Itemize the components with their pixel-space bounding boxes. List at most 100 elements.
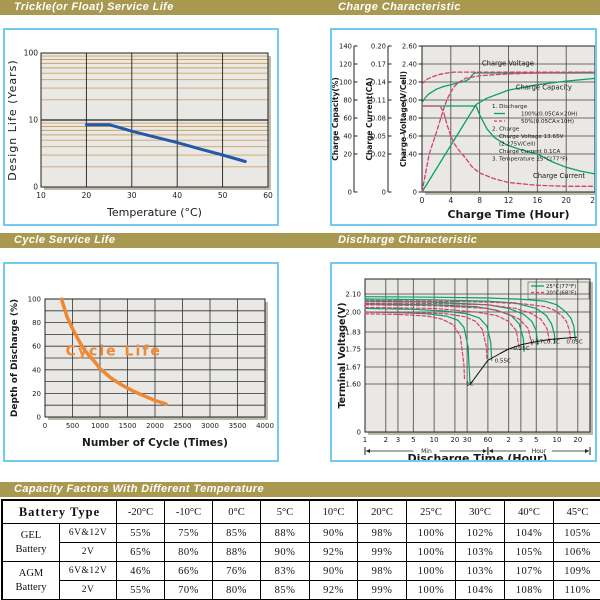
capacity-tick-label: 100	[339, 79, 352, 87]
capacity-factor-cell: 80%	[164, 542, 214, 562]
arrowhead	[366, 449, 370, 453]
capacity-factor-cell: 109%	[553, 561, 600, 581]
x-tick-label: 2500	[174, 422, 192, 430]
note-line: 3. Temperature 25°C(77°F)	[492, 157, 568, 163]
x-tick-label: 1000	[91, 422, 109, 430]
charge-capacity-100pct	[421, 77, 595, 193]
capacity-factor-cell: 85%	[212, 523, 262, 543]
y-tick-label: 80	[32, 319, 41, 327]
discharge-characteristic-panel: 0 1.60 1.67 1.75 1.83 2.00 2.10 1 2 3 5 10 20 30 60 2 3 5…	[330, 262, 597, 462]
y-tick-label: 2.10	[345, 291, 361, 299]
capacity-factor-cell: 108%	[504, 580, 555, 600]
current-tick-label: 0.14	[371, 79, 386, 87]
20C-0.55C	[364, 311, 488, 361]
capacity-tick-label: 120	[339, 61, 352, 69]
header-bar-row1: Trickle(or Float) Service Life Charge Ch…	[0, 0, 600, 15]
voltage-axis-title: Charge Voltage(V/Cell)	[399, 71, 408, 167]
cycle-life-label: Cycle Life	[66, 344, 162, 360]
y-tick-label: 1.75	[345, 346, 361, 354]
charge-current-100pct	[421, 105, 595, 175]
plot-border	[421, 45, 595, 193]
voltage-tick-label: 1.40	[402, 151, 417, 159]
x-tick-label: 1500	[119, 422, 137, 430]
arrowhead	[488, 449, 493, 453]
capacity-factor-cell: 55%	[116, 580, 166, 600]
battery-group-cell: GEL Battery	[2, 523, 60, 562]
current-tick-label: 0	[382, 189, 386, 197]
temperature-header: 20°C	[357, 500, 408, 524]
25C-0.05C	[364, 296, 577, 342]
y-tick-label: 1.83	[345, 329, 361, 337]
voltage-tick-label: 2.60	[402, 43, 417, 51]
legend-label: 25°C(77°F)	[546, 284, 576, 290]
x-tick-label-min: 60	[483, 436, 492, 444]
capacity-factor-cell: 99%	[357, 542, 408, 562]
capacity-factor-cell: 107%	[504, 561, 555, 581]
curve-label: Charge Current	[533, 172, 585, 180]
x-tick-label: 3000	[201, 422, 219, 430]
header-bar-table: Capacity Factors With Different Temperat…	[0, 482, 600, 497]
arrowhead	[482, 449, 487, 453]
x-tick-label: 20	[561, 196, 571, 205]
temperature-header: 30°C	[455, 500, 506, 524]
capacity-factor-cell: 98%	[357, 561, 408, 581]
current-tick-label: 0.20	[371, 43, 386, 51]
capacity-factor-cell: 104%	[455, 580, 506, 600]
plot-border	[364, 278, 591, 433]
charge-characteristic-chart: 02040608010012014000.020.050.080.110.140…	[332, 43, 595, 221]
x-axis-title: Temperature (°C)	[106, 206, 202, 219]
charge-voltage-100pct	[421, 72, 595, 104]
title-discharge-characteristic: Discharge Characteristic	[338, 234, 478, 246]
capacity-factor-cell: 103%	[455, 542, 506, 562]
axis-span-label: Hour	[532, 448, 547, 455]
note-line: 1. Discharge	[492, 104, 528, 110]
x-tick-label: 10	[36, 191, 46, 200]
capacity-factor-cell: 98%	[357, 523, 408, 543]
25C-0.1C	[364, 298, 556, 344]
capacity-factor-cell: 90%	[309, 561, 359, 581]
capacity-factor-cell: 75%	[164, 523, 214, 543]
capacity-tick-label: 40	[343, 133, 352, 141]
capacity-factor-cell: 105%	[553, 523, 600, 543]
cutoff-voltage	[469, 336, 578, 386]
cycle-service-life-panel: 0 500 1000 1500 2000 2500 3000 3500 4000 0 20 40 60 8…	[3, 262, 279, 462]
curve-label: Charge Voltage	[482, 59, 534, 67]
rate-label: 0.25C	[513, 346, 529, 352]
capacity-factor-cell: 100%	[406, 542, 457, 562]
x-tick-label-min: 30	[463, 436, 472, 444]
20C-0.17C	[364, 304, 533, 346]
y-tick-label: 0	[37, 414, 41, 422]
current-tick-label: 0.05	[371, 133, 386, 141]
curve-label: Charge Capacity	[516, 84, 572, 92]
voltage-tick-label: 2.40	[402, 61, 417, 69]
rate-label: 0.17C	[531, 340, 547, 346]
voltage-tick-label: 2.00	[402, 97, 417, 105]
capacity-factor-cell: 92%	[309, 542, 359, 562]
capacity-factor-cell: 46%	[116, 561, 166, 581]
legend-label: 20°C(68°F)	[546, 291, 576, 297]
x-tick-label-hour: 5	[534, 436, 538, 444]
temperature-header: 25°C	[406, 500, 457, 524]
20C-0.25C	[364, 306, 520, 350]
trickle-service-life-panel: 10 20 30 40 50 60 0 10 100 Temperature (°C) Design…	[3, 28, 279, 226]
capacity-factor-cell: 100%	[406, 580, 457, 600]
voltage-tick-label: 2.20	[402, 79, 417, 87]
x-tick-label: 0	[420, 196, 425, 205]
capacity-tick-label: 80	[343, 97, 352, 105]
current-tick-label: 0.17	[371, 61, 386, 69]
temperature-header: 5°C	[260, 500, 311, 524]
discharge-characteristic-chart: 01.601.671.751.832.002.101 2 3 5 10 20 30 60 2 3 5…	[337, 278, 593, 460]
temperature-header: 10°C	[309, 500, 359, 524]
capacity-factor-cell: 103%	[455, 561, 506, 581]
y-axis-title: Depth of Discharge (%)	[10, 299, 20, 417]
voltage-tick-label: 1.80	[402, 115, 417, 123]
capacity-factor-cell: 102%	[455, 523, 506, 543]
capacity-factor-cell: 90%	[260, 542, 311, 562]
capacity-factors-table: Battery Type -20°C -10°C 0°C 5°C 10°C 20°C 25°C…	[0, 499, 600, 600]
voltage-subtype-cell: 6V&12V	[58, 523, 118, 543]
current-tick-label: 0.11	[371, 97, 386, 105]
title-cycle-service-life: Cycle Service Life	[14, 234, 116, 246]
25C-0.17C	[364, 300, 539, 346]
battery-type-header: Battery Type	[1, 500, 118, 524]
x-tick-label: 40	[172, 191, 182, 200]
